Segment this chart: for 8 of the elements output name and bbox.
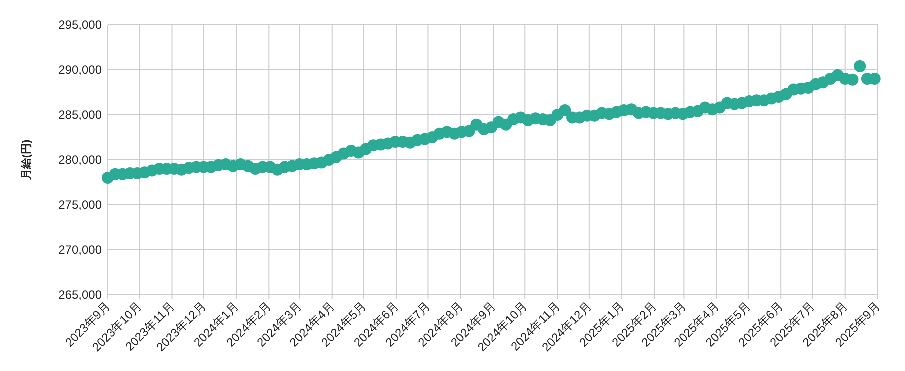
y-tick-label: 275,000 [58,198,102,212]
y-tick-label: 265,000 [58,288,102,302]
y-axis-title: 月給(円) [20,140,33,182]
y-tick-label: 285,000 [58,108,102,122]
y-tick-label: 280,000 [58,153,102,167]
y-tick-label: 270,000 [58,243,102,257]
y-tick-label: 295,000 [58,18,102,32]
y-tick-label: 290,000 [58,63,102,77]
